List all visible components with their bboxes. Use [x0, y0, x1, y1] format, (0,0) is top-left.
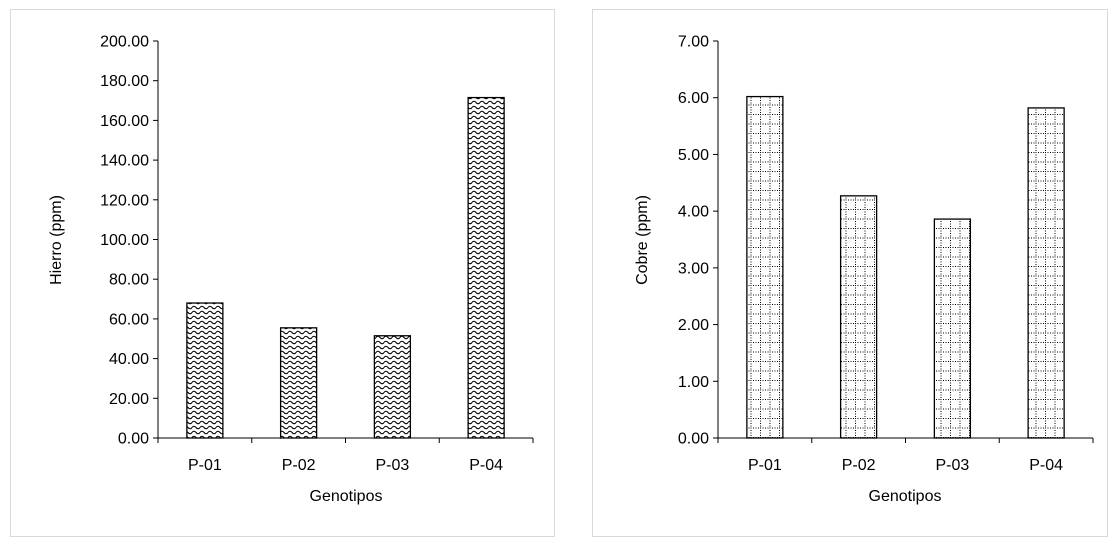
y-tick-label-cobre: 0.00 [678, 431, 709, 448]
y-tick-label-hierro: 20.00 [109, 391, 149, 408]
bar-cobre-p-02 [839, 195, 878, 439]
x-tick-label-cobre: P-02 [842, 457, 876, 474]
y-tick-label-cobre: 1.00 [678, 374, 709, 391]
x-tick-label-cobre: P-01 [748, 457, 782, 474]
x-tick-label-hierro: P-03 [375, 457, 409, 474]
y-tick-label-cobre: 4.00 [678, 204, 709, 221]
y-tick-label-cobre: 5.00 [678, 147, 709, 164]
y-tick-label-hierro: 180.00 [100, 73, 149, 90]
bar-cobre-p-04 [1027, 107, 1065, 439]
y-tick-label-hierro: 40.00 [109, 351, 149, 368]
chart-panel-hierro [10, 9, 555, 537]
x-tick-label-hierro: P-02 [282, 457, 316, 474]
y-axis-label-cobre: Cobre (ppm) [634, 195, 651, 285]
chart-cobre: 0.00 1.00 2.00 3.00 4.00 5.00 6.00 7.00 P-01 P-0… [634, 34, 1094, 505]
y-tick-label-hierro: 140.00 [100, 153, 149, 170]
y-tick-label-hierro: 200.00 [100, 34, 149, 51]
x-tick-label-hierro: P-01 [188, 457, 222, 474]
y-tick-label-cobre: 6.00 [678, 90, 709, 107]
bar-hierro-p-02 [279, 327, 318, 439]
y-tick-label-hierro: 160.00 [100, 113, 149, 130]
bar-hierro-p-01 [186, 302, 224, 439]
x-tick-label-hierro: P-04 [469, 457, 503, 474]
y-tick-label-cobre: 3.00 [678, 260, 709, 277]
y-tick-label-hierro: 100.00 [100, 232, 149, 249]
chart-hierro: 0.00 20.00 40.00 60.00 80.00 100.00 120.00 140.… [48, 34, 534, 505]
x-axis-label-hierro: Genotipos [310, 488, 383, 505]
bar-hierro-p-03 [373, 335, 412, 439]
y-tick-label-hierro: 0.00 [118, 431, 149, 448]
x-tick-label-cobre: P-04 [1029, 457, 1063, 474]
x-axis-label-cobre: Genotipos [869, 488, 942, 505]
y-tick-label-hierro: 120.00 [100, 192, 149, 209]
y-tick-label-hierro: 80.00 [109, 272, 149, 289]
x-tick-label-cobre: P-03 [935, 457, 969, 474]
y-tick-label-hierro: 60.00 [109, 311, 149, 328]
bar-cobre-p-01 [746, 95, 784, 439]
y-tick-label-cobre: 2.00 [678, 317, 709, 334]
y-tick-label-cobre: 7.00 [678, 34, 709, 51]
y-axis-label-hierro: Hierro (ppm) [48, 195, 65, 285]
bar-cobre-p-03 [933, 218, 972, 439]
bar-hierro-p-04 [467, 96, 505, 439]
